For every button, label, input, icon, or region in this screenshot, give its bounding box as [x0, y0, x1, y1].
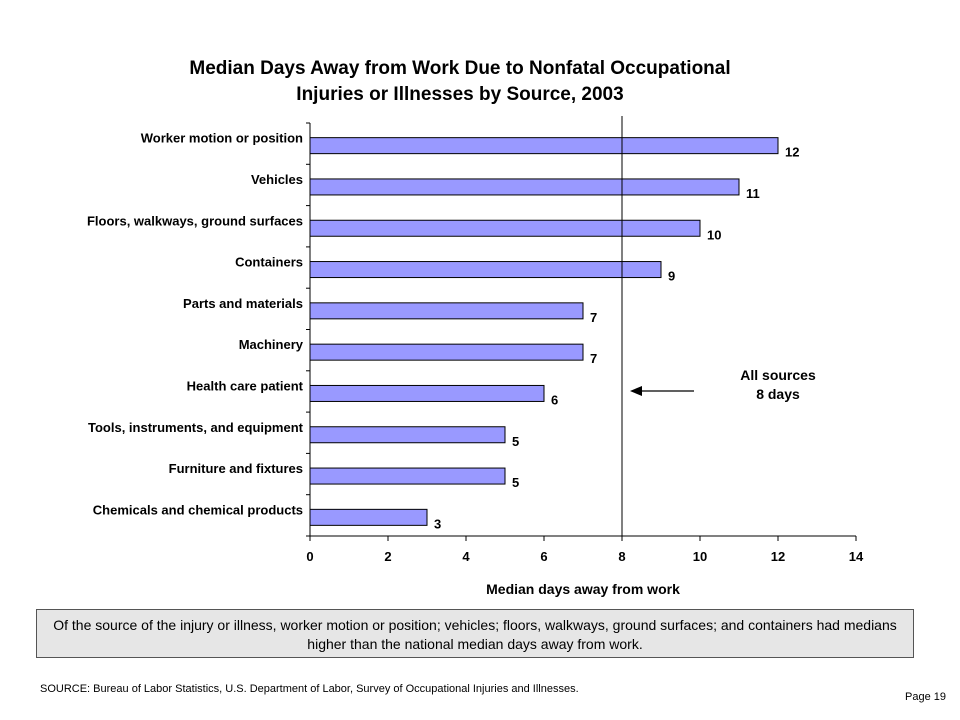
bar	[309, 137, 779, 155]
data-label: 5	[512, 434, 519, 449]
bar	[309, 384, 545, 402]
category-label: Chemicals and chemical products	[93, 502, 303, 517]
category-label: Health care patient	[187, 378, 304, 393]
x-tick-label: 12	[771, 549, 785, 564]
category-label: Worker motion or position	[141, 131, 303, 146]
category-label: Tools, instruments, and equipment	[88, 420, 304, 435]
x-tick-label: 14	[849, 549, 864, 564]
bar	[309, 343, 584, 361]
bar	[309, 467, 506, 485]
bar	[309, 426, 506, 444]
bar	[309, 219, 701, 237]
bar	[309, 508, 428, 526]
x-tick-label: 4	[462, 549, 470, 564]
x-tick-label: 2	[384, 549, 391, 564]
all-sources-annotation: All sources 8 days	[722, 366, 834, 404]
bar	[309, 261, 662, 279]
category-label: Floors, walkways, ground surfaces	[87, 213, 303, 228]
category-label: Containers	[235, 255, 303, 270]
data-label: 3	[434, 516, 441, 531]
summary-note: Of the source of the injury or illness, …	[36, 609, 914, 658]
category-label: Furniture and fixtures	[169, 461, 303, 476]
bar	[309, 302, 584, 320]
source-footnote: SOURCE: Bureau of Labor Statistics, U.S.…	[40, 683, 579, 695]
chart-title: Median Days Away from Work Due to Nonfat…	[40, 56, 880, 108]
bar	[309, 178, 740, 196]
chart-title-line-2: Injuries or Illnesses by Source, 2003	[296, 84, 624, 105]
x-tick-label: 6	[540, 549, 547, 564]
page-number: Page 19	[905, 691, 946, 703]
data-label: 5	[512, 475, 519, 490]
category-label: Vehicles	[251, 172, 303, 187]
data-label: 6	[551, 392, 558, 407]
x-tick-label: 8	[618, 549, 625, 564]
x-tick-label: 0	[306, 549, 313, 564]
x-tick-label: 10	[693, 549, 707, 564]
data-label: 9	[668, 269, 675, 284]
data-label: 11	[746, 186, 760, 201]
x-axis-label: Median days away from work	[486, 581, 680, 597]
data-label: 10	[707, 227, 721, 242]
data-label: 12	[785, 145, 799, 160]
annotation-line-2: 8 days	[756, 386, 800, 402]
category-label: Parts and materials	[183, 296, 303, 311]
data-label: 7	[590, 351, 597, 366]
data-label: 7	[590, 310, 597, 325]
annotation-arrow-head	[630, 386, 642, 396]
annotation-line-1: All sources	[740, 367, 816, 383]
chart-title-line-1: Median Days Away from Work Due to Nonfat…	[189, 58, 731, 79]
category-label: Machinery	[239, 337, 304, 352]
